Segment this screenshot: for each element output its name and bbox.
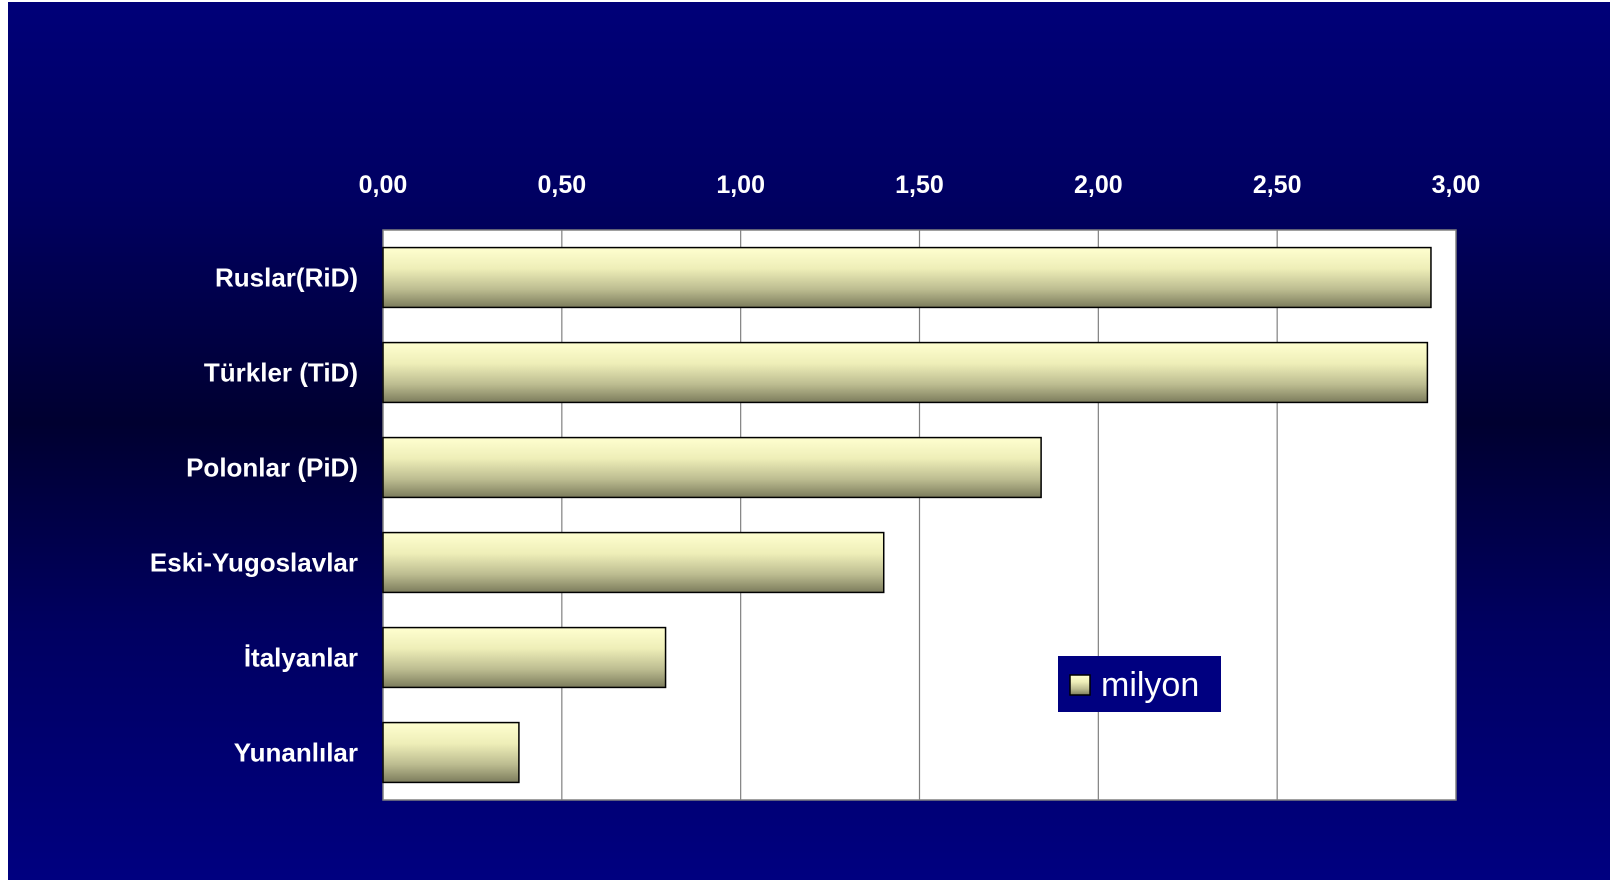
tick-label: 1,50 <box>895 171 944 199</box>
category-label: Türkler (TiD) <box>204 358 358 388</box>
tick-label: 1,00 <box>716 171 765 199</box>
tick-label: 2,00 <box>1074 171 1123 199</box>
legend-label: milyon <box>1101 666 1199 704</box>
category-label: Ruslar(RiD) <box>215 263 358 293</box>
category-label: İtalyanlar <box>244 643 358 673</box>
value-axis-ticks: 0,00 0,50 1,00 1,50 2,00 2,50 3,00 <box>359 171 1481 199</box>
bar <box>382 341 1429 404</box>
category-axis-labels: Ruslar(RiD) Türkler (TiD) Polonlar (PiD) Es… <box>150 263 358 768</box>
tick-label: 3,00 <box>1432 171 1481 199</box>
tick-label: 0,50 <box>537 171 586 199</box>
tick-label: 0,00 <box>359 171 408 199</box>
bar <box>382 246 1432 309</box>
bars <box>382 246 1432 784</box>
bar-chart: 0,00 0,50 1,00 1,50 2,00 2,50 3,00 Ruslar(RiD)… <box>150 171 1481 801</box>
bar <box>382 436 1042 499</box>
legend-swatch <box>1069 674 1091 696</box>
bar <box>382 626 667 689</box>
bar <box>382 721 520 784</box>
gridlines <box>561 230 1278 800</box>
category-label: Eski-Yugoslavlar <box>150 548 358 578</box>
legend: milyon <box>1058 656 1221 712</box>
slide-background: 0,00 0,50 1,00 1,50 2,00 2,50 3,00 Ruslar(RiD)… <box>8 2 1610 880</box>
category-label: Polonlar (PiD) <box>186 453 358 483</box>
bar <box>382 531 885 594</box>
tick-label: 2,50 <box>1253 171 1302 199</box>
category-label: Yunanlılar <box>234 738 358 768</box>
